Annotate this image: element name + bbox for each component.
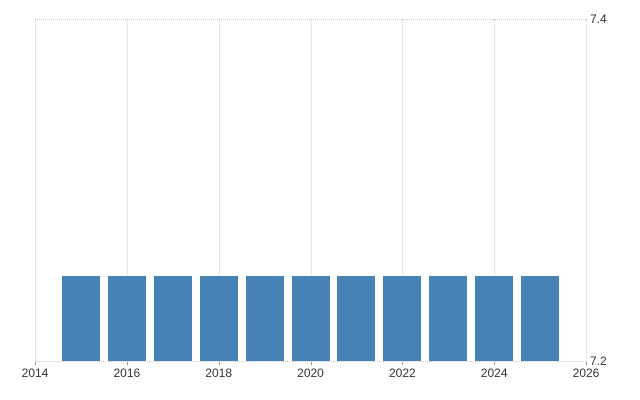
x-tick-mark (218, 362, 220, 365)
bar-2019[interactable] (245, 275, 284, 361)
x-axis-line (35, 361, 586, 362)
bar-2021[interactable] (337, 275, 376, 361)
x-tick-mark (310, 362, 312, 365)
bar-2025[interactable] (521, 275, 560, 361)
y-tick-label-7.4: 7.4 (590, 12, 607, 26)
x-tick-label-2022: 2022 (388, 366, 416, 380)
x-tick-mark (402, 362, 404, 365)
x-tick-label-2026: 2026 (572, 366, 600, 380)
bar-2017[interactable] (153, 275, 192, 361)
vertical-gridline (402, 19, 404, 361)
x-tick-mark (494, 362, 496, 365)
bar-2024[interactable] (475, 275, 514, 361)
x-tick-mark (35, 362, 36, 365)
x-tick-label-2016: 2016 (113, 366, 141, 380)
x-tick-mark (586, 362, 587, 365)
x-tick-label-2018: 2018 (205, 366, 233, 380)
x-tick-label-2024: 2024 (480, 366, 508, 380)
x-tick-mark (126, 362, 128, 365)
y-tick-label-7.2: 7.2 (590, 354, 607, 368)
vertical-gridline (310, 19, 312, 361)
bar-2016[interactable] (107, 275, 146, 361)
bar-2023[interactable] (429, 275, 468, 361)
vertical-gridline (126, 19, 128, 361)
vertical-gridline (494, 19, 496, 361)
bar-2018[interactable] (199, 275, 238, 361)
bar-2020[interactable] (291, 275, 330, 361)
bar-2015[interactable] (61, 275, 100, 361)
plot-area (35, 19, 587, 362)
x-tick-label-2020: 2020 (297, 366, 324, 380)
bar-2022[interactable] (383, 275, 422, 361)
vertical-gridline (35, 19, 36, 361)
vertical-gridline (586, 19, 587, 361)
vertical-gridline (218, 19, 220, 361)
horizontal-gridline (35, 19, 586, 20)
x-tick-label-2014: 2014 (21, 366, 49, 380)
